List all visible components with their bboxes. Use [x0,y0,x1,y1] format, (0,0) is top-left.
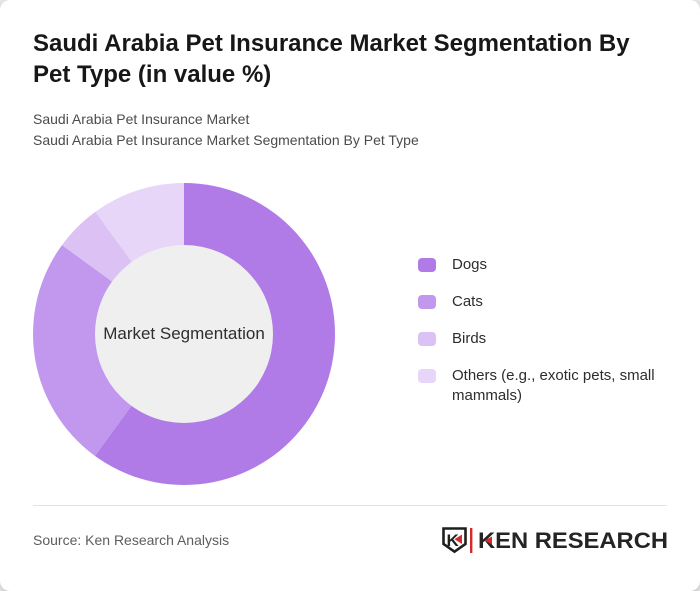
legend-swatch [418,369,436,383]
legend-item: Others (e.g., exotic pets, small mammals… [418,366,655,406]
donut-chart: Market Segmentation [33,183,335,485]
legend-item: Birds [418,329,655,349]
subtitle-line-2: Saudi Arabia Pet Insurance Market Segmen… [33,132,419,148]
legend-label: Birds [452,330,487,347]
logo-k-accent [484,536,492,545]
legend-label: Dogs [452,256,488,273]
legend-swatch [418,295,436,309]
legend-swatch [418,258,436,272]
logo-separator [470,528,473,553]
source-note: Source: Ken Research Analysis [33,532,230,548]
logo-monogram: K [447,531,460,550]
page-title: Saudi Arabia Pet Insurance Market Segmen… [33,30,630,88]
legend-item: Cats [418,292,655,312]
legend-label: Others (e.g., exotic pets, small mammals… [452,367,655,404]
subtitle-line-1: Saudi Arabia Pet Insurance Market [33,111,250,127]
logo-shield-icon: K [442,527,467,554]
legend-item: Dogs [418,255,655,275]
legend-label: Cats [452,293,483,310]
ken-research-logo: K KEN RESEARCH [442,527,668,554]
subtitle-block: Saudi Arabia Pet Insurance Market Saudi … [33,109,419,151]
logo-wordmark: KEN RESEARCH [478,528,668,553]
chart-center-label: Market Segmentation [103,324,265,343]
donut-hole: Market Segmentation [95,245,273,423]
footer-divider [33,505,667,506]
chart-legend: Dogs Cats Birds Others (e.g., exotic pets, … [418,255,655,423]
legend-swatch [418,332,436,346]
